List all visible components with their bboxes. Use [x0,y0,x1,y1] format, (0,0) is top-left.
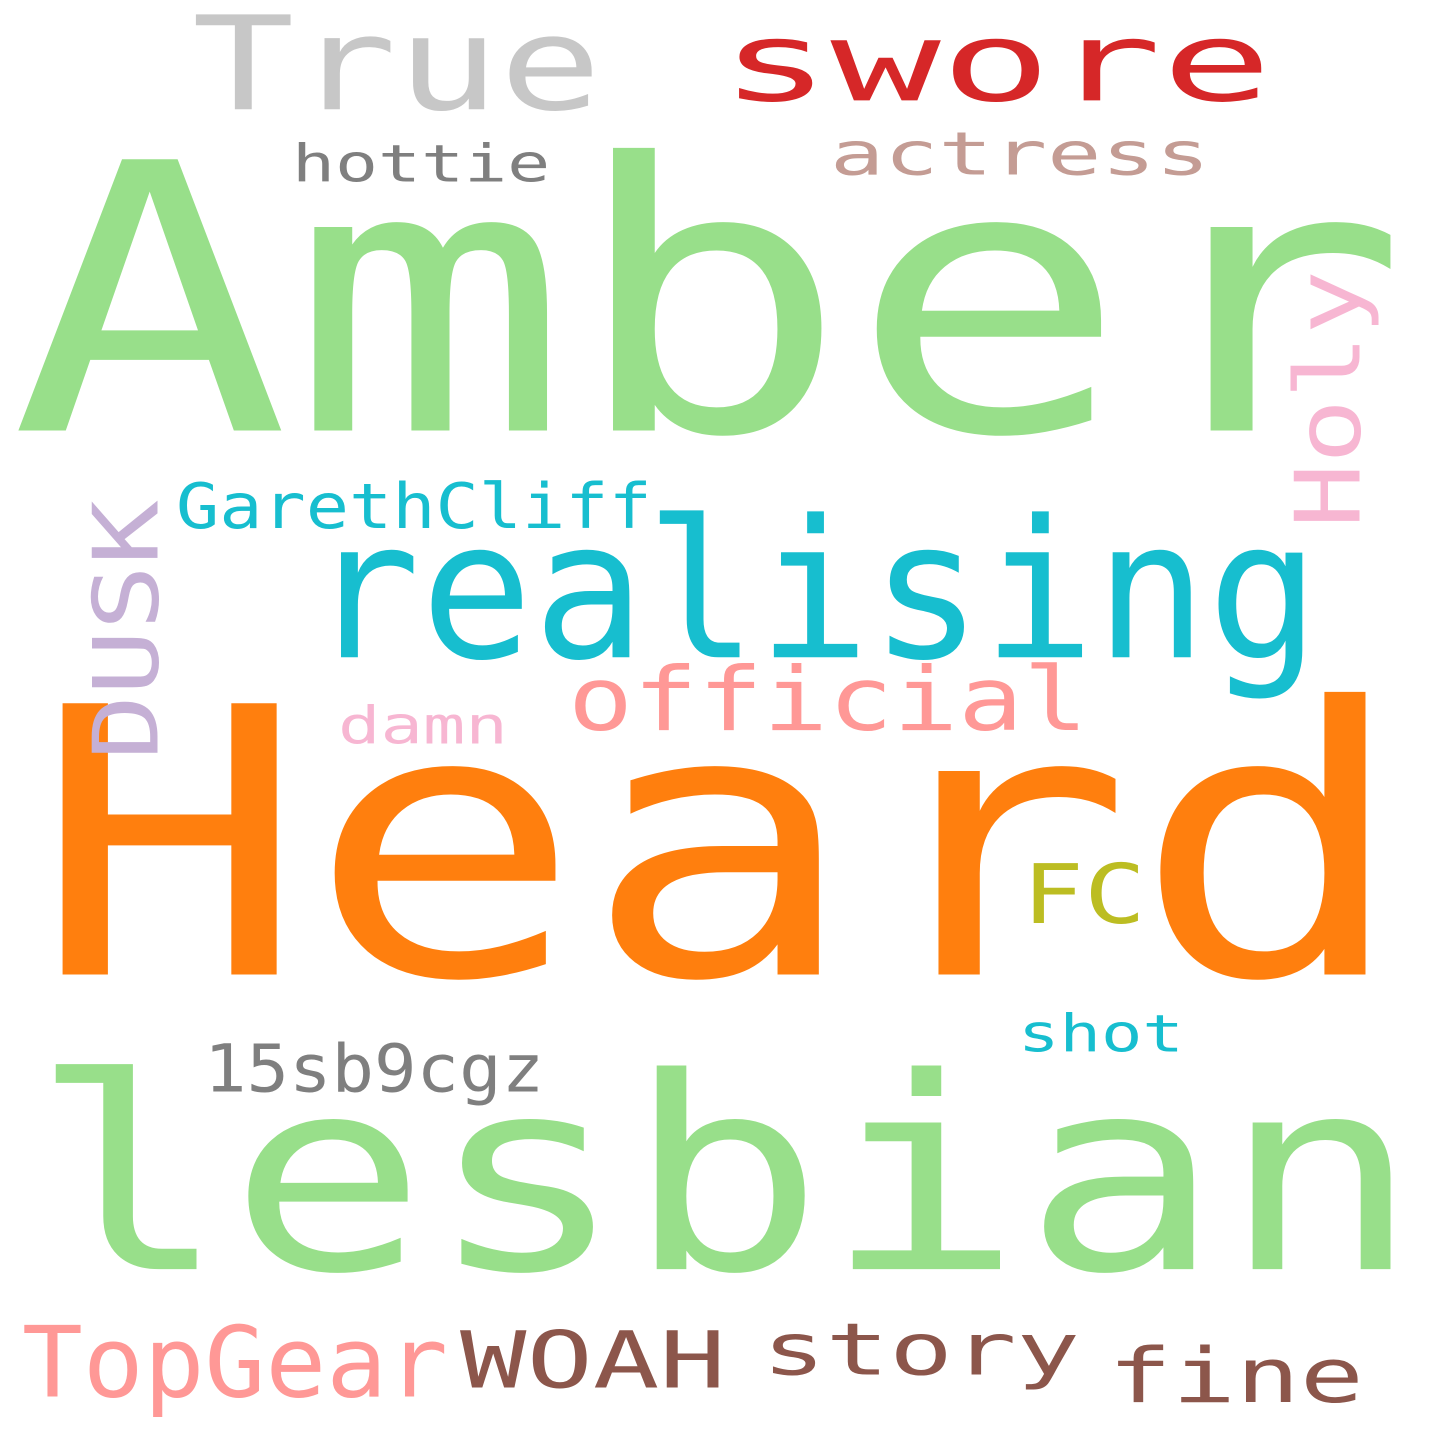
word-shot: shot [1018,1003,1184,1065]
word-actress: actress [830,118,1210,189]
word-lesbian: lesbian [30,1021,1420,1334]
word-realising: realising [308,479,1320,704]
word-damn: damn [338,695,508,757]
word-swore: swore [720,0,1273,127]
word-story: story [762,1307,1081,1392]
word-heard: Heard [32,630,1409,1064]
word-fc: FC [1022,847,1146,943]
word-garethcliff: GarethCliff [176,470,652,543]
word-true: True [192,0,602,141]
word-official: official [568,648,1089,752]
word-15sb9cgz: 15sb9cgz [204,1030,545,1108]
word-dusk: DUSK [74,500,180,760]
word-amber: Amber [10,86,1409,520]
word-holy: Holy [1276,270,1382,528]
word-topgear: TopGear [22,1305,448,1420]
word-woah: WOAH [460,1315,726,1407]
word-hottie: hottie [292,133,551,195]
word-fine: fine [1108,1331,1364,1421]
